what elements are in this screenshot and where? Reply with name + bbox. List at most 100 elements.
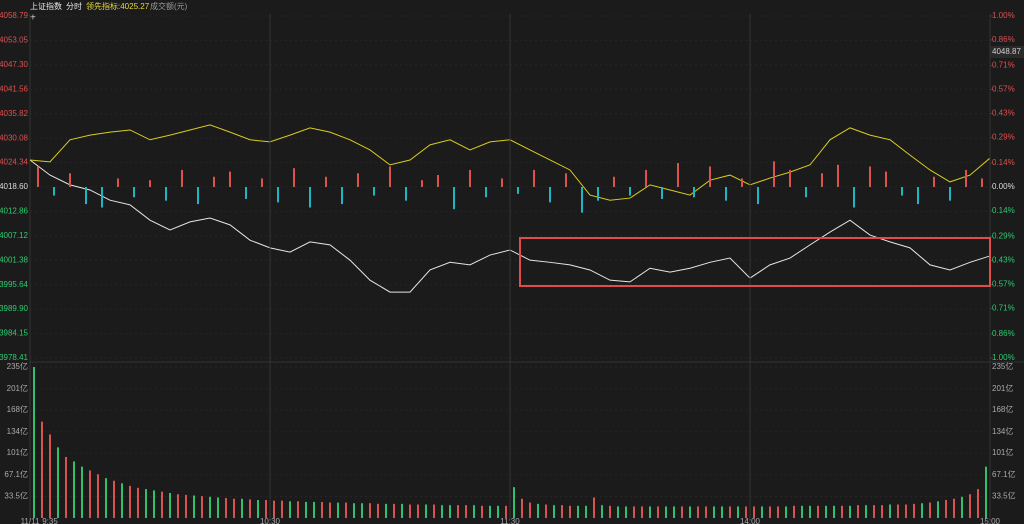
volume-bar (857, 505, 859, 518)
indicator-bar (917, 187, 919, 205)
indicator-bar (837, 164, 839, 187)
volume-bar (729, 506, 731, 518)
volume-bar (417, 504, 419, 518)
volume-bar (41, 421, 43, 518)
indicator-bar (309, 187, 311, 208)
volume-bar (225, 498, 227, 518)
indicator-bar (501, 178, 503, 187)
y-tick-label: 101亿 (7, 447, 28, 457)
indicator-bar (101, 187, 103, 208)
indicator-bar (485, 187, 487, 198)
indicator-bar (645, 169, 647, 187)
volume-bar (945, 500, 947, 518)
volume-bar (81, 466, 83, 518)
y-tick-label: 4041.56 (0, 84, 29, 93)
volume-bar (529, 502, 531, 518)
volume-bar (121, 483, 123, 518)
volume-bar (921, 503, 923, 518)
indicator-bar (629, 187, 631, 196)
volume-bar (625, 506, 627, 518)
turnover-label: 成交额(元) (150, 1, 188, 11)
volume-bar (785, 506, 787, 518)
indicator-bar (661, 187, 663, 199)
volume-bar (793, 505, 795, 518)
volume-bar (665, 506, 667, 518)
indicator-bar (757, 187, 759, 205)
volume-bar (609, 505, 611, 518)
indicator-bar (197, 187, 199, 205)
volume-bar (409, 504, 411, 518)
y-tick-label-right: 168亿 (992, 404, 1013, 414)
y2-tick-label: 0.71% (992, 61, 1015, 70)
indicator-bar (165, 187, 167, 201)
x-tick-label: 10:30 (260, 517, 281, 524)
y2-tick-label: 0.86% (992, 35, 1015, 44)
y-tick-label-right: 101亿 (992, 447, 1013, 457)
volume-bar (809, 505, 811, 518)
x-tick-label: 9:35 (42, 517, 58, 524)
volume-bar (561, 505, 563, 518)
volume-bar (57, 447, 59, 518)
volume-bar (201, 496, 203, 518)
volume-bar (345, 502, 347, 518)
volume-bar (713, 506, 715, 518)
y2-tick-label: 0.57% (992, 85, 1015, 94)
y2-tick-label: 1.00% (992, 353, 1015, 362)
volume-bar (313, 501, 315, 518)
indicator-bar (453, 187, 455, 210)
y-tick-label: 201亿 (7, 383, 28, 393)
y-tick-label: 67.1亿 (4, 469, 28, 479)
y-tick-label: 134亿 (7, 426, 28, 436)
volume-bar (217, 497, 219, 518)
volume-bar (233, 498, 235, 518)
volume-bar (113, 480, 115, 518)
volume-bar (377, 503, 379, 518)
indicator-bar (437, 175, 439, 187)
volume-bar (601, 505, 603, 518)
volume-bar (457, 505, 459, 518)
volume-bar (497, 505, 499, 518)
volume-bar (577, 505, 579, 518)
volume-bar (161, 491, 163, 518)
x-tick-label: 11/11 (21, 517, 40, 524)
indicator-bar (389, 166, 391, 187)
volume-bar (33, 367, 35, 518)
volume-bar (825, 505, 827, 518)
indicator-bar (341, 187, 343, 205)
volume-bar (633, 506, 635, 518)
y-tick-label: 4030.08 (0, 133, 29, 142)
indicator-bar (261, 178, 263, 187)
volume-bar (585, 505, 587, 518)
y-tick-label-right: 201亿 (992, 383, 1013, 393)
volume-bar (425, 504, 427, 518)
volume-bar (249, 499, 251, 518)
highlight-box (519, 237, 991, 287)
volume-bar (329, 502, 331, 518)
volume-bar (705, 506, 707, 518)
y2-tick-label: 0.29% (992, 232, 1015, 241)
indicator-bar (565, 173, 567, 187)
indicator: 领先指标:4025.27 (86, 1, 150, 11)
volume-bar (193, 495, 195, 518)
indicator-bar (69, 173, 71, 187)
y-tick-label-right: 33.5亿 (992, 491, 1016, 501)
indicator-bar (789, 169, 791, 187)
mode: 分时 (66, 1, 82, 11)
volume-bar (937, 501, 939, 518)
volume-bar (281, 500, 283, 518)
volume-bar (737, 506, 739, 518)
volume-bar (569, 505, 571, 518)
crosshair: + (30, 13, 36, 24)
volume-bar (769, 506, 771, 518)
volume-bar (833, 505, 835, 518)
volume-bar (881, 505, 883, 518)
indicator-bar (37, 166, 39, 187)
volume-bar (265, 500, 267, 518)
volume-bar (473, 505, 475, 518)
y2-tick-label: 0.71% (992, 304, 1015, 313)
indicator-bar (709, 166, 711, 187)
y-tick-label: 4012.86 (0, 207, 29, 216)
volume-bar (681, 506, 683, 518)
